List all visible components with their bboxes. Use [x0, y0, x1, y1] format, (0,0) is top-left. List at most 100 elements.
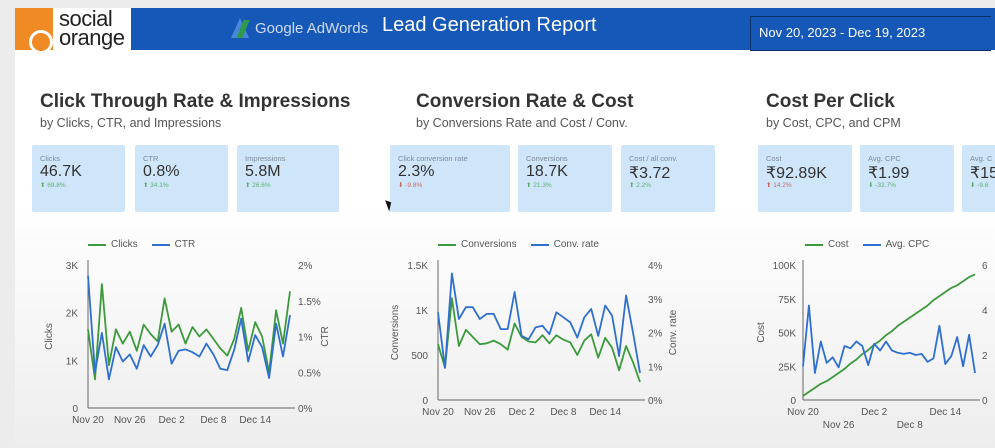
scorecard-change: ⬆ 69.8% [40, 181, 66, 189]
x-tick-label: Nov 26 [114, 415, 146, 426]
arrow-up-icon: ⬆ [245, 182, 253, 189]
scorecard-change: ⬆ 2.2% [629, 181, 651, 189]
legend-swatch [530, 243, 549, 246]
y-axis-title: Cost [756, 322, 767, 343]
scorecard-label: Clicks [40, 154, 60, 163]
x-tick-label: Dec 14 [930, 407, 962, 418]
legend-label: Conv. rate [553, 239, 599, 250]
y-right-tick-label: 4% [648, 261, 663, 272]
y-right-tick-label: 2% [298, 261, 313, 272]
y-right-tick-label: 3% [648, 295, 663, 306]
x-tick-label: Dec 2 [861, 407, 888, 418]
chart-legend: Clicks CTR [88, 239, 195, 250]
arrow-up-icon: ⬆ [526, 182, 534, 189]
x-tick-label: Nov 20 [787, 407, 819, 418]
y-tick-label: 3K [66, 261, 79, 272]
report-title: Lead Generation Report [382, 14, 597, 36]
legend-item[interactable]: Clicks [88, 239, 138, 250]
legend-item[interactable]: Cost [805, 239, 849, 250]
chart-legend: Cost Avg. CPC [805, 239, 929, 250]
arrow-down-icon: ⬇ [868, 182, 876, 189]
y-axis-title: Conversions [390, 305, 401, 361]
date-range-picker[interactable]: Nov 20, 2023 - Dec 19, 2023 [750, 16, 991, 51]
date-range-value: Nov 20, 2023 - Dec 19, 2023 [759, 25, 926, 40]
x-tick-label: Dec 2 [159, 415, 186, 426]
y-right-tick-label: 0 [982, 396, 988, 407]
scorecard-label: Cost [766, 154, 782, 163]
scorecard[interactable]: Conversions 18.7K ⬆ 21.3% [518, 145, 612, 212]
arrow-up-icon: ⬆ [143, 182, 151, 189]
scorecard[interactable]: Cost / all conv. ₹3.72 ⬆ 2.2% [621, 145, 715, 212]
legend-item[interactable]: CTR [151, 239, 196, 250]
scorecard[interactable]: Avg. C ₹15 ⬇ -9.6 [962, 145, 995, 212]
scorecard-label: Conversions [526, 154, 568, 163]
x-tick-label: Nov 20 [72, 415, 104, 426]
arrow-down-icon: ⬇ [398, 182, 406, 189]
legend-item[interactable]: Conv. rate [530, 239, 599, 250]
y-right-tick-label: 0% [298, 404, 313, 415]
y-right-axis-title: CTR [320, 326, 331, 347]
adwords-label: Google AdWords [255, 19, 369, 37]
scorecard-value: 5.8M [245, 163, 281, 180]
scorecard[interactable]: Avg. CPC ₹1.99 ⬇ -32.7% [860, 145, 954, 212]
y-right-tick-label: 2 [982, 351, 988, 362]
y-tick-label: 50K [778, 329, 796, 340]
scorecard-value: ₹92.89K [766, 165, 827, 182]
y-tick-label: 75K [778, 295, 796, 306]
report-header: Google AdWords Lead Generation Report No… [131, 8, 995, 51]
y-right-tick-label: 0.5% [298, 368, 321, 379]
arrow-up-icon: ⬆ [766, 182, 774, 189]
scorecard-change-value: 21.3% [533, 182, 552, 189]
x-tick-label: Dec 14 [589, 407, 621, 418]
scorecard-value: ₹3.72 [629, 165, 671, 182]
scorecard[interactable]: Cost ₹92.89K ⬆ 14.2% [758, 145, 852, 212]
series-line-ctr [87, 275, 291, 381]
legend-swatch [805, 243, 823, 246]
logo-ring [29, 30, 53, 54]
scorecard-label: Impressions [245, 154, 286, 163]
scorecard-label: Click conversion rate [398, 154, 468, 163]
scorecard-value: 18.7K [526, 163, 568, 180]
google-adwords-brand: Google AdWords [231, 18, 368, 38]
y-right-tick-label: 6 [982, 261, 988, 272]
scorecard-label: Cost / all conv. [629, 154, 678, 163]
scorecard[interactable]: Click conversion rate 2.3% ⬇ -9.8% [390, 145, 510, 212]
legend-swatch [88, 243, 106, 246]
y-right-tick-label: 4 [982, 306, 988, 317]
scorecard-change-value: 69.8% [47, 182, 66, 189]
legend-label: Conversions [461, 239, 517, 250]
scorecard[interactable]: CTR 0.8% ⬆ 34.1% [135, 145, 228, 212]
scorecard-change: ⬆ 26.6% [245, 181, 271, 189]
y-right-tick-label: 1.5% [298, 297, 321, 308]
social-orange-logo: social orange [15, 8, 130, 54]
legend-label: Avg. CPC [885, 239, 930, 250]
scorecard-change-value: -9.8% [405, 182, 423, 189]
legend-label: CTR [174, 239, 196, 250]
scorecard[interactable]: Clicks 46.7K ⬆ 69.8% [32, 145, 125, 212]
series-line-conv-rate [437, 272, 641, 374]
y-tick-label: 2K [66, 309, 79, 320]
logo-word-2: orange [59, 25, 125, 50]
arrow-up-icon: ⬆ [629, 182, 637, 189]
panel-title: Click Through Rate & Impressions [40, 91, 351, 112]
scorecard-change-value: 34.1% [150, 182, 169, 189]
legend-item[interactable]: Avg. CPC [862, 239, 930, 250]
legend-item[interactable]: Conversions [438, 239, 517, 250]
scorecard-change: ⬆ 21.3% [526, 181, 552, 189]
arrow-down-icon: ⬇ [970, 182, 978, 189]
x-tick-label: Nov 26 [464, 407, 496, 418]
series-line-clicks [87, 283, 291, 381]
y-tick-label: 100K [773, 261, 797, 272]
scorecard-value: 0.8% [143, 163, 180, 180]
scorecard-value: 2.3% [398, 163, 435, 180]
panel-subtitle: by Clicks, CTR, and Impressions [40, 116, 222, 130]
legend-swatch [438, 243, 456, 246]
x-tick-label: Nov 26 [823, 420, 855, 431]
scorecard-change-value: 14.2% [773, 182, 792, 189]
scorecard-value: ₹1.99 [868, 165, 910, 182]
scorecard-change-value: -9.6 [977, 182, 989, 189]
arrow-up-icon: ⬆ [40, 182, 48, 189]
scorecard[interactable]: Impressions 5.8M ⬆ 26.6% [237, 145, 339, 212]
y-tick-label: 0 [72, 404, 78, 415]
x-tick-label: Dec 8 [200, 415, 227, 426]
